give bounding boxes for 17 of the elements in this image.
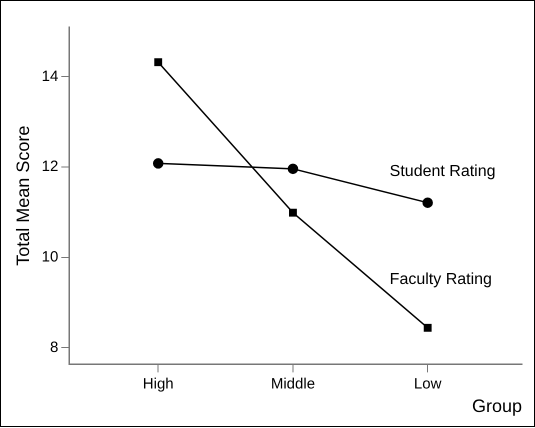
y-axis-title: Total Mean Score <box>12 126 33 266</box>
point <box>288 164 298 174</box>
y-tick-label: 10 <box>42 248 58 266</box>
point <box>424 324 432 332</box>
x-tick-label: Low <box>414 376 442 393</box>
x-axis-title: Group <box>472 396 522 416</box>
x-tick-label: High <box>142 376 174 393</box>
point <box>422 197 433 208</box>
x-tick-label: Middle <box>270 376 316 393</box>
point <box>154 58 162 66</box>
y-tick-label: 12 <box>42 158 58 176</box>
point <box>289 208 297 217</box>
y-tick-label: 8 <box>50 338 58 356</box>
point <box>152 158 164 169</box>
y-tick-label: 14 <box>42 68 58 85</box>
series-label: Faculty Rating <box>390 271 492 288</box>
series-label: Student Rating <box>390 163 496 180</box>
